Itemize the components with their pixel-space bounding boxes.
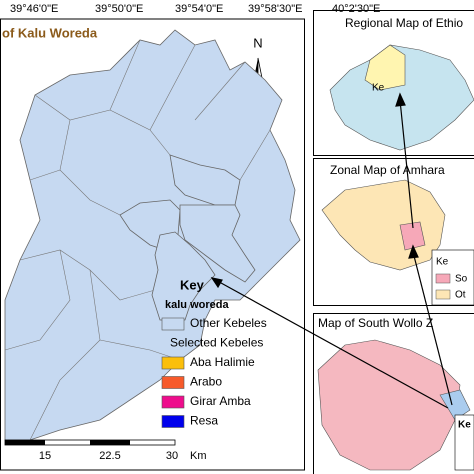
scale-label: 22.5: [99, 450, 120, 462]
key-swatch: [161, 395, 185, 409]
inset-title: Map of South Wollo Z: [318, 316, 433, 330]
inset-key: Ke: [372, 83, 385, 94]
inset-key-box: [454, 414, 474, 471]
key-label: Other Kebeles: [190, 316, 267, 330]
inset-key-item: So: [455, 274, 468, 285]
key-items: Other Kebeles Selected Kebeles Aba Halimie…: [161, 316, 267, 428]
inset-frame: [313, 158, 474, 306]
scale-bar: 15 22.5 30 Km: [4, 439, 207, 462]
key-label: Resa: [190, 414, 218, 428]
coordinate-label: 39°54'0"E: [175, 3, 223, 15]
inset-frame: [313, 10, 474, 156]
inset-map: [317, 339, 461, 471]
key-swatch: [161, 356, 185, 370]
key-title: Key: [180, 277, 205, 292]
kebele: [179, 204, 256, 283]
key-label: Girar Amba: [190, 394, 251, 408]
inset-key-item: Ot: [455, 290, 466, 301]
key-label: Selected Kebeles: [170, 336, 263, 350]
key-swatch: [161, 415, 185, 428]
coordinate-label: 39°58'30"E: [248, 3, 302, 15]
inset-map: [321, 179, 446, 271]
key-swatch: [161, 317, 185, 331]
inset-key: Ke: [436, 257, 449, 268]
north-label: N: [253, 35, 262, 50]
link-arrows: [210, 92, 453, 409]
inset-frame: [313, 313, 474, 474]
scale-label: 30: [166, 450, 178, 462]
key-swatch: [435, 289, 451, 300]
key-label: Arabo: [190, 375, 222, 389]
inset-title: Zonal Map of Amhara: [330, 163, 445, 177]
kebele: [151, 231, 216, 321]
woreda-map: [4, 29, 301, 441]
coordinate-label: 39°46'0"E: [10, 3, 58, 15]
key-subtitle: kalu woreda: [165, 299, 229, 311]
coordinate-label: 40°2'30"E: [332, 3, 380, 15]
inset-title: Regional Map of Ethio: [345, 16, 463, 30]
scale-unit: Km: [190, 450, 207, 462]
scale-label: 15: [39, 450, 51, 462]
inset-key: Ke: [458, 420, 471, 431]
coordinate-label: 39°50'0"E: [95, 3, 143, 15]
inset-highlight: [399, 221, 426, 251]
key-swatch: [161, 376, 185, 389]
key-swatch: [435, 273, 451, 284]
key-label: Aba Halimie: [190, 355, 255, 369]
inset-highlight: [364, 44, 406, 91]
main-frame: [0, 18, 305, 471]
inset-highlight: [439, 389, 471, 421]
main-title: of Kalu Woreda: [2, 25, 98, 40]
